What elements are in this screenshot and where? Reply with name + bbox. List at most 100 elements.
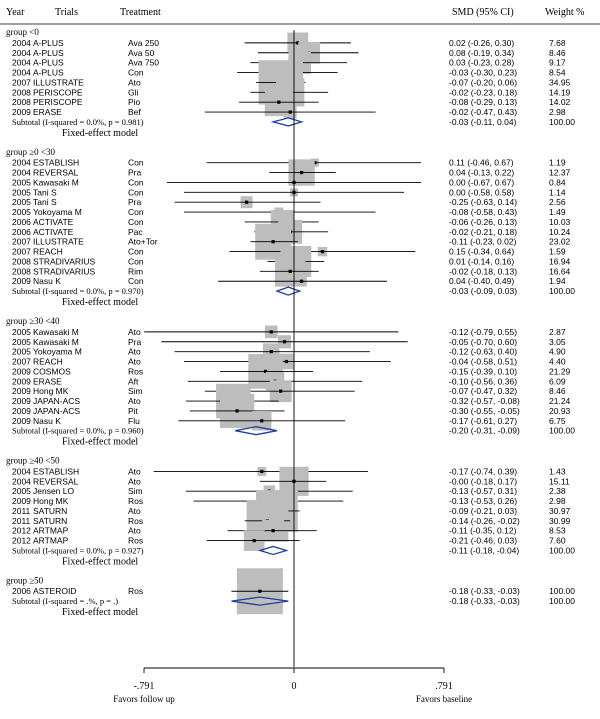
study-year: 2006 [12, 227, 31, 237]
study-ci-text: 0.03 (-0.23, 0.28) [449, 58, 514, 68]
study-year: 2011 [12, 506, 31, 516]
study-trial: Yokoyama M [33, 347, 82, 357]
x-tick-label: 0 [292, 681, 297, 692]
study-treatment: Con [128, 256, 144, 266]
study-year: 2007 [12, 247, 31, 257]
study-trial: ILLUSTRATE [33, 237, 84, 247]
study-ci-text: -0.18 (-0.33, -0.03) [449, 586, 520, 596]
study-weight: 2.98 [549, 107, 566, 117]
study-trial: ARTMAP [33, 536, 69, 546]
subtotal-label: Subtotal (I-squared = 0.0%, p = 0.927) [12, 545, 144, 555]
study-treatment: Ros [128, 516, 143, 526]
study-year: 2009 [12, 276, 31, 286]
study-trial: Nasu K [33, 416, 61, 426]
study-ci-text: -0.08 (-0.29, 0.13) [449, 97, 517, 107]
study-trial: Hong MK [33, 386, 69, 396]
study-weight: 8.54 [549, 68, 566, 78]
study-treatment: Ros [128, 366, 143, 376]
study-weight: 10.24 [549, 227, 571, 237]
study-trial: COSMOS [33, 366, 71, 376]
study-treatment: Pra [128, 337, 142, 347]
study-point [320, 250, 325, 254]
study-year: 2006 [12, 586, 31, 596]
study-weight: 7.68 [549, 38, 566, 48]
subtotal-diamond [270, 117, 304, 127]
study-ci-text: -0.02 (-0.21, 0.18) [449, 227, 517, 237]
study-year: 2009 [12, 396, 31, 406]
study-point [284, 359, 289, 364]
subtotal-label: Subtotal (I-squared = 0.0%, p = 0.970) [12, 286, 144, 296]
subtotal-diamond [257, 545, 289, 556]
study-weight: 1.14 [549, 187, 566, 197]
study-treatment: Ava 50 [128, 48, 155, 58]
study-ci-text: 0.01 (-0.14, 0.16) [449, 256, 514, 266]
study-point [269, 330, 273, 334]
model-label: Fixed-effect model [62, 556, 138, 567]
study-year: 2008 [12, 97, 31, 107]
study-year: 2009 [12, 107, 31, 117]
study-trial: A-PLUS [33, 38, 64, 48]
study-trial: PERISCOPE [33, 87, 83, 97]
study-weight: 8.53 [549, 526, 566, 536]
subtotal-weight: 100.00 [549, 286, 575, 296]
subtotal-label: Subtotal (I-squared = 0.0%, p = 0.981) [12, 117, 144, 127]
study-point [260, 419, 264, 423]
study-ci-text: -0.06 (-0.26, 0.13) [449, 217, 517, 227]
study-weight: 2.98 [549, 496, 566, 506]
study-year: 2004 [12, 68, 31, 78]
study-trial: REACH [33, 357, 63, 367]
study-trial: Tani S [33, 187, 57, 197]
group-label: group ≥50 [6, 575, 44, 585]
study-year: 2008 [12, 266, 31, 276]
subtotal-diamond [231, 596, 289, 606]
study-ci-text: -0.32 (-0.57, -0.08) [449, 396, 520, 406]
study-trial: ERASE [33, 376, 62, 386]
study-ci-text: 0.00 (-0.58, 0.58) [449, 187, 514, 197]
study-year: 2012 [12, 536, 31, 546]
study-weight: 1.59 [549, 247, 566, 257]
study-trial: ERASE [33, 107, 62, 117]
study-treatment: Ava 250 [128, 38, 159, 48]
study-ci-text: -0.05 (-0.70, 0.60) [449, 337, 517, 347]
study-weight: 100.00 [549, 586, 575, 596]
study-weight: 7.60 [549, 536, 566, 546]
study-ci-text: -0.00 (-0.18, 0.17) [449, 476, 517, 486]
study-ci-text: 0.00 (-0.67, 0.67) [449, 177, 514, 187]
study-weight: 4.40 [549, 357, 566, 367]
study-treatment: Ato [128, 396, 141, 406]
study-trial: Yokoyama M [33, 207, 82, 217]
study-treatment: Pac [128, 227, 143, 237]
study-year: 2011 [12, 516, 31, 526]
subtotal-ci-text: -0.18 (-0.33, -0.03) [449, 596, 520, 606]
study-year: 2005 [12, 177, 31, 187]
subtotal-weight: 100.00 [549, 117, 575, 127]
study-ci-text: -0.04 (-0.58, 0.51) [449, 357, 517, 367]
study-trial: STRADIVARIUS [33, 256, 96, 266]
study-trial: Hong MK [33, 496, 69, 506]
study-treatment: Ato [128, 506, 141, 516]
study-weight: 14.02 [549, 97, 571, 107]
study-ci-text: -0.21 (-0.46, 0.03) [449, 536, 517, 546]
study-trial: REACH [33, 247, 63, 257]
study-trial: ASTEROID [33, 586, 76, 596]
study-weight: 6.09 [549, 376, 566, 386]
study-weight: 3.05 [549, 337, 566, 347]
study-point [288, 269, 292, 273]
study-trial: A-PLUS [33, 68, 64, 78]
header-trials: Trials [55, 7, 78, 18]
study-trial: ESTABLISH [33, 158, 79, 168]
study-ci-text: 0.02 (-0.26, 0.30) [449, 38, 514, 48]
study-point [279, 389, 283, 393]
study-ci-text: -0.10 (-0.56, 0.36) [449, 376, 517, 386]
study-treatment: Con [128, 158, 144, 168]
study-year: 2006 [12, 217, 31, 227]
study-ci-text: -0.17 (-0.61, 0.27) [449, 416, 517, 426]
study-year: 2008 [12, 256, 31, 266]
study-treatment: Flu [128, 416, 140, 426]
study-ci-text: -0.08 (-0.58, 0.43) [449, 207, 517, 217]
subtotal-ci-text: -0.20 (-0.31, -0.09) [449, 426, 520, 436]
study-year: 2009 [12, 416, 31, 426]
study-year: 2005 [12, 486, 31, 496]
study-ci-text: -0.13 (-0.53, 0.26) [449, 496, 517, 506]
study-weight: 4.90 [549, 347, 566, 357]
